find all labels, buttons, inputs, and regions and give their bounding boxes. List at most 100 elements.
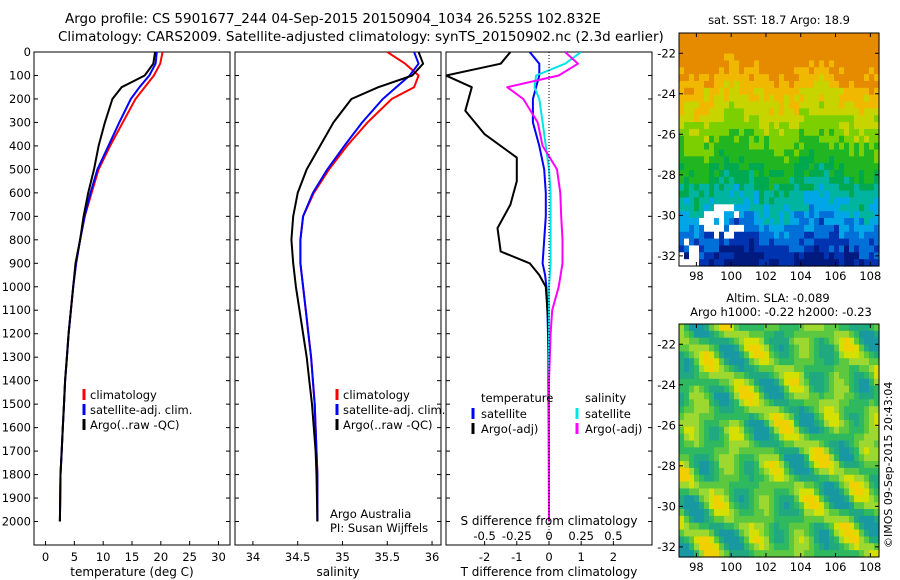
- map-cell: [764, 39, 770, 48]
- map-cell: [714, 170, 720, 178]
- map-cell: [784, 74, 790, 82]
- map-cell: [859, 183, 865, 192]
- map-cell: [754, 371, 760, 380]
- map-cell: [734, 33, 740, 41]
- map-cell: [789, 183, 795, 192]
- map-cell: [824, 324, 830, 332]
- map-cell: [684, 122, 690, 130]
- map-cell: [759, 87, 765, 96]
- map-cell: [824, 94, 830, 103]
- map-cell: [764, 481, 770, 490]
- map-cell: [839, 406, 845, 414]
- map-cell: [854, 252, 860, 260]
- map-cell: [754, 46, 760, 55]
- map-cell: [719, 550, 725, 558]
- map-cell: [709, 238, 715, 247]
- map-cell: [739, 385, 745, 394]
- map-cell: [759, 522, 765, 531]
- map-cell: [679, 358, 685, 366]
- map-cell: [749, 204, 755, 212]
- map-cell: [774, 447, 780, 455]
- map-cell: [734, 454, 740, 462]
- x-tick-label: 104: [790, 269, 812, 283]
- map-cell: [759, 406, 765, 414]
- map-cell: [814, 365, 820, 373]
- legend-label: satellite: [585, 407, 631, 421]
- map-cell: [854, 337, 860, 346]
- map-cell: [834, 543, 840, 551]
- map-cell: [859, 67, 865, 75]
- map-cell: [789, 53, 795, 62]
- map-cell: [759, 344, 765, 353]
- map-cell: [754, 550, 760, 558]
- map-cell: [689, 481, 695, 490]
- map-cell: [754, 461, 760, 469]
- map-cell: [869, 218, 875, 226]
- map-cell: [769, 385, 775, 394]
- map-cell: [804, 426, 810, 435]
- map-cell: [704, 365, 710, 373]
- map-cell: [764, 426, 770, 435]
- map-cell: [724, 488, 730, 496]
- map-cell: [839, 358, 845, 366]
- map-cell: [739, 344, 745, 353]
- map-cell: [789, 474, 795, 483]
- map-cell: [704, 378, 710, 387]
- map-cell: [684, 135, 690, 144]
- map-cell: [844, 536, 850, 544]
- map-cell: [844, 365, 850, 373]
- map-cell: [804, 101, 810, 109]
- map-cell: [874, 474, 880, 483]
- map-cell: [774, 543, 780, 551]
- map-cell: [874, 495, 880, 503]
- map-cell: [784, 474, 790, 483]
- map-cell: [759, 502, 765, 510]
- map-cell: [759, 60, 765, 68]
- map-cell: [814, 135, 820, 144]
- map-cell: [799, 142, 805, 151]
- map-cell: [734, 392, 740, 400]
- map-cell: [849, 170, 855, 178]
- map-cell: [679, 94, 685, 103]
- map-cell: [694, 488, 700, 496]
- map-cell: [779, 156, 785, 164]
- map-cell: [719, 358, 725, 366]
- map-cell: [694, 53, 700, 62]
- map-cell: [869, 419, 875, 428]
- map-cell: [809, 252, 815, 260]
- map-cell: [739, 183, 745, 192]
- map-cell: [854, 461, 860, 469]
- map-cell: [709, 67, 715, 75]
- map-cell: [719, 94, 725, 103]
- map-cell: [744, 101, 750, 109]
- map-cell: [839, 447, 845, 455]
- map-cell: [789, 385, 795, 394]
- map-cell: [859, 259, 865, 267]
- map-cell: [704, 149, 710, 157]
- map-cell: [759, 108, 765, 116]
- map-cell: [769, 543, 775, 551]
- map-cell: [729, 509, 735, 517]
- map-cell: [759, 433, 765, 442]
- map-cell: [714, 529, 720, 538]
- map-cell: [874, 324, 880, 332]
- map-cell: [789, 529, 795, 538]
- map-cell: [704, 197, 710, 205]
- map-cell: [864, 67, 870, 75]
- map-cell: [869, 515, 875, 524]
- map-cell: [864, 135, 870, 144]
- map-cell: [749, 413, 755, 421]
- map-cell: [869, 183, 875, 192]
- map-cell: [719, 108, 725, 116]
- map-cell: [684, 467, 690, 476]
- map-cell: [689, 365, 695, 373]
- map-cell: [824, 461, 830, 469]
- map-cell: [769, 502, 775, 510]
- map-cell: [854, 392, 860, 400]
- map-cell: [764, 218, 770, 226]
- map-cell: [769, 115, 775, 123]
- map-cell: [694, 238, 700, 247]
- map-cell: [689, 53, 695, 62]
- map-cell: [714, 33, 720, 41]
- map-cell: [744, 224, 750, 233]
